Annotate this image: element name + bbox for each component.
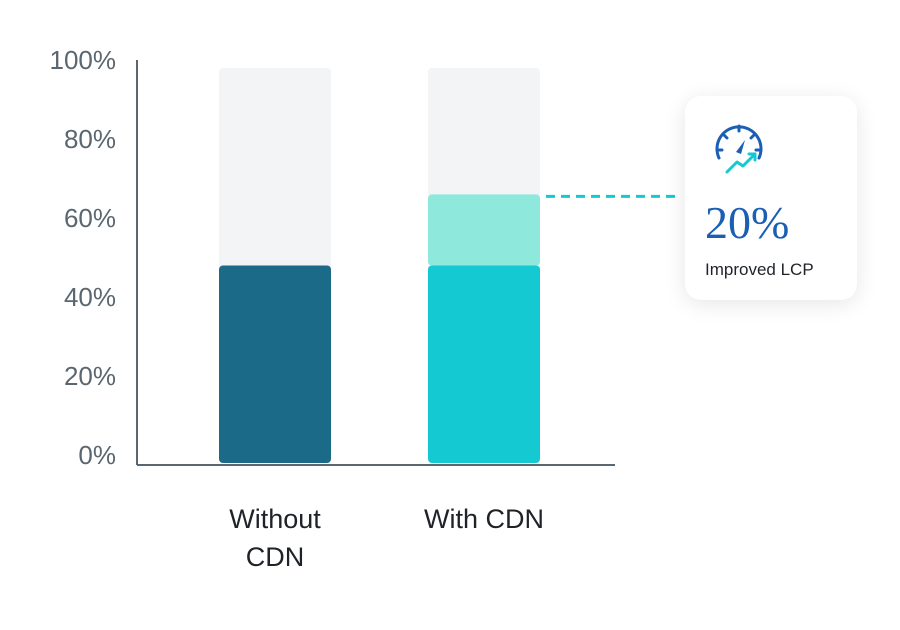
callout-value: 20%	[705, 197, 790, 248]
bar-segment	[428, 265, 540, 463]
y-tick-label: 60%	[64, 203, 116, 233]
y-tick-label: 0%	[78, 440, 116, 470]
y-tick-label: 20%	[64, 361, 116, 391]
y-tick-label: 80%	[64, 124, 116, 154]
x-tick-label: Without CDN	[229, 504, 321, 572]
speed-icon	[715, 124, 763, 174]
y-tick-label: 100%	[50, 45, 117, 75]
y-tick-label: 40%	[64, 282, 116, 312]
callout-label: Improved LCP	[705, 260, 814, 279]
bar-segment	[428, 194, 540, 266]
bar-segment	[219, 265, 331, 463]
callout-card: 20% Improved LCP	[685, 96, 857, 300]
x-tick-label: With CDN	[424, 504, 544, 534]
